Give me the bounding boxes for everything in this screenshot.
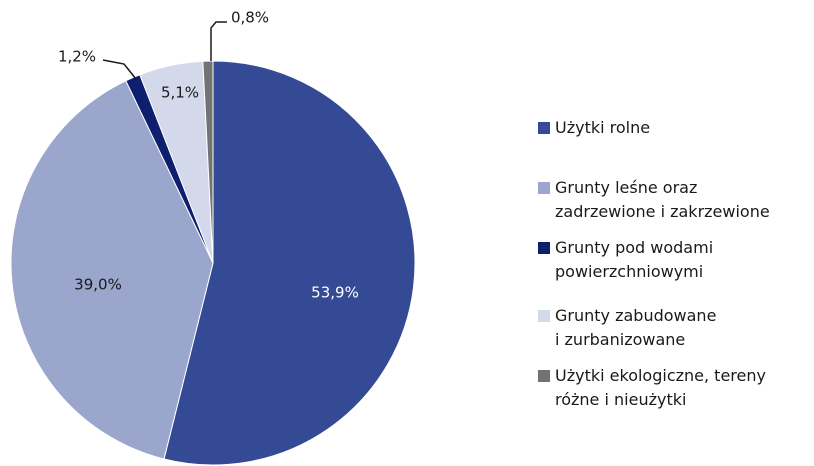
legend-item: Użytki rolne bbox=[538, 116, 650, 140]
legend-swatch bbox=[538, 182, 550, 194]
pie-slice bbox=[202, 60, 214, 264]
data-label: 39,0% bbox=[74, 276, 122, 294]
legend-swatch bbox=[538, 370, 550, 382]
leader-line bbox=[210, 21, 227, 61]
pie-slice bbox=[163, 60, 416, 466]
data-label: 1,2% bbox=[58, 48, 96, 66]
legend-label: Użytki ekologiczne, tereny różne i nieuż… bbox=[555, 366, 766, 409]
legend-swatch bbox=[538, 310, 550, 322]
leader-line bbox=[102, 59, 137, 80]
data-label: 5,1% bbox=[161, 84, 199, 102]
legend-swatch bbox=[538, 242, 550, 254]
legend-label: Grunty pod wodami powierzchniowymi bbox=[555, 238, 714, 281]
data-label: 0,8% bbox=[231, 9, 269, 27]
legend-label: Użytki rolne bbox=[555, 118, 651, 137]
data-label: 53,9% bbox=[311, 284, 359, 302]
legend-item: Grunty pod wodami powierzchniowymi bbox=[538, 236, 713, 284]
legend-label: Grunty zabudowane i zurbanizowane bbox=[555, 306, 717, 349]
pie-slice bbox=[10, 80, 214, 460]
legend-item: Grunty leśne oraz zadrzewione i zakrzewi… bbox=[538, 176, 770, 224]
legend-item: Użytki ekologiczne, tereny różne i nieuż… bbox=[538, 364, 766, 412]
legend-item: Grunty zabudowane i zurbanizowane bbox=[538, 304, 716, 352]
legend-swatch bbox=[538, 122, 550, 134]
chart: 53,9% 39,0% 1,2% 5,1% 0,8% bbox=[10, 9, 416, 466]
legend-label: Grunty leśne oraz zadrzewione i zakrzewi… bbox=[555, 178, 770, 221]
